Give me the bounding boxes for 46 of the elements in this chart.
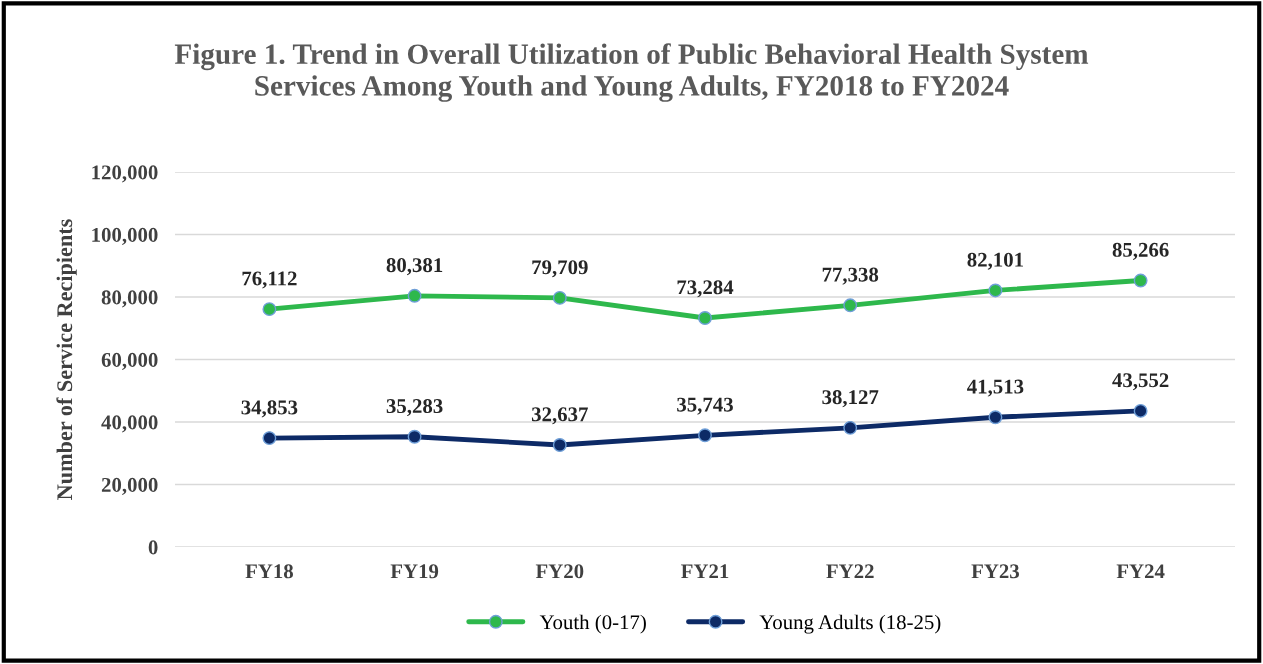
data-label: 35,283	[386, 399, 443, 417]
x-tick-label: FY19	[390, 564, 439, 579]
data-label: 85,266	[1112, 242, 1169, 260]
point	[698, 311, 712, 325]
y-tick-label: 20,000	[101, 477, 158, 495]
point	[988, 410, 1003, 425]
y-axis-title: Number of Service Recipients	[56, 219, 77, 500]
legend-label: Young Adults (18-25)	[759, 614, 941, 634]
data-label: 80,381	[386, 258, 443, 276]
data-label: 34,853	[241, 400, 298, 418]
x-tick-label: FY23	[971, 564, 1019, 579]
point	[988, 283, 1003, 298]
data-label: 76,112	[242, 271, 297, 289]
x-tick-label: FY24	[1116, 564, 1165, 579]
y-tick-label: 0	[148, 540, 158, 555]
data-label: 79,709	[532, 260, 588, 278]
y-tick-label: 60,000	[101, 352, 158, 370]
data-label: 38,127	[822, 390, 879, 408]
point	[407, 288, 422, 303]
legend-label: Youth (0-17)	[539, 614, 646, 634]
x-tick-label: FY21	[681, 564, 729, 579]
y-tick-label: 120,000	[92, 165, 158, 183]
x-tick-label: FY20	[535, 564, 584, 579]
point	[843, 420, 858, 435]
y-tick-label: 100,000	[92, 227, 158, 245]
data-label: 32,637	[531, 407, 588, 425]
point	[407, 429, 422, 444]
point	[262, 431, 277, 446]
point	[1133, 403, 1148, 418]
point	[698, 428, 712, 443]
x-tick-label: FY18	[245, 564, 293, 579]
data-label: 43,552	[1112, 373, 1169, 391]
chart-title: Figure 1. Trend in Overall Utilization of Public Behavioral Health System Services Among Youth and Young Adults, FY2018 to FY2024	[174, 43, 1089, 102]
point	[843, 298, 858, 313]
data-label: 73,284	[677, 280, 734, 298]
point	[1133, 273, 1148, 288]
data-label: 77,338	[822, 267, 879, 285]
data-label: 35,743	[677, 397, 733, 415]
y-tick-label: 40,000	[101, 415, 158, 433]
data-label: 82,101	[967, 252, 1023, 270]
x-tick-label: FY22	[826, 564, 874, 579]
y-tick-label: 80,000	[101, 290, 158, 308]
point	[552, 290, 567, 305]
point	[552, 438, 567, 452]
data-label: 41,513	[967, 379, 1024, 397]
point	[262, 302, 277, 317]
